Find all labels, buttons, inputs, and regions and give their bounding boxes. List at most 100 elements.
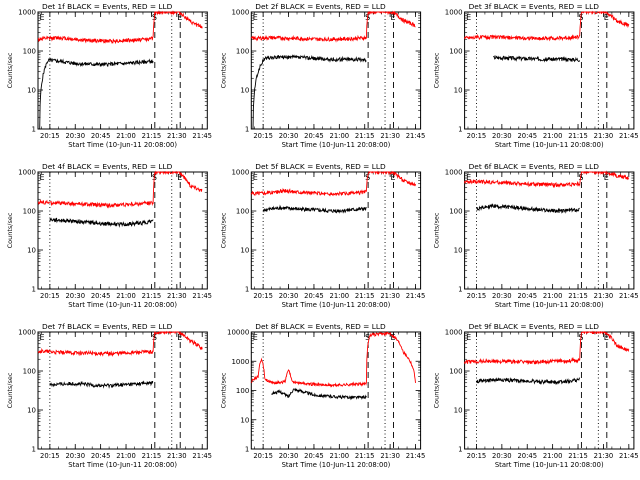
- lld-series-line: [37, 170, 203, 209]
- marker-E-start: E: [466, 13, 471, 22]
- y-tick-label: 100: [449, 48, 462, 56]
- y-tick-label: 100: [23, 48, 36, 56]
- marker-E: E: [604, 13, 609, 22]
- x-tick-label: 21:00: [543, 292, 563, 300]
- chart-panel-4: Det 4f BLACK = Events, RED = LLD 1 10 100 10…: [6, 162, 212, 309]
- chart-title: Det 7f BLACK = Events, RED = LLD: [42, 322, 173, 331]
- x-tick-label: 20:45: [91, 452, 111, 460]
- events-series-line: [476, 377, 581, 386]
- x-tick-label: 20:30: [65, 452, 85, 460]
- y-tick-label: 100: [236, 387, 249, 395]
- x-tick-label: 20:30: [492, 292, 512, 300]
- y-tick-label: 1000: [445, 9, 463, 17]
- y-tick-label: 1000: [231, 169, 249, 177]
- y-tick-label: 10: [454, 87, 463, 95]
- marker-E-start: E: [40, 173, 45, 182]
- y-tick-label: 1: [32, 446, 36, 454]
- x-tick-label: 20:15: [253, 292, 273, 300]
- x-tick-label: 21:00: [116, 132, 136, 140]
- y-tick-label: 1000: [18, 169, 36, 177]
- y-tick-label: 1000: [231, 358, 249, 366]
- y-tick-label: 100: [236, 208, 249, 216]
- x-tick-label: 20:15: [467, 292, 487, 300]
- y-tick-label: 100: [23, 368, 36, 376]
- x-axis-label: Start Time (10-Jun-11 20:08:00): [68, 461, 177, 469]
- events-series-line: [252, 54, 367, 129]
- x-tick-label: 21:15: [568, 132, 588, 140]
- chart-panel-9: Det 9f BLACK = Events, RED = LLD 1 10 100 10…: [433, 322, 639, 469]
- x-tick-label: 20:15: [467, 452, 487, 460]
- x-tick-label: 21:15: [355, 452, 375, 460]
- chart-panel-1: Det 1f BLACK = Events, RED = LLD 1 10 100 10…: [6, 2, 212, 149]
- chart-title: Det 2f BLACK = Events, RED = LLD: [255, 2, 386, 11]
- chart-panel-6: Det 6f BLACK = Events, RED = LLD 1 10 100 10…: [433, 162, 639, 309]
- x-tick-label: 21:30: [594, 132, 614, 140]
- x-tick-label: 21:45: [192, 452, 212, 460]
- chart-panel-2: Det 2f BLACK = Events, RED = LLD 1 10 100 10…: [219, 2, 425, 149]
- y-tick-label: 1000: [18, 329, 36, 337]
- x-tick-label: 21:30: [380, 292, 400, 300]
- y-axis-label: Counts/sec: [6, 372, 14, 408]
- lld-series-line: [250, 170, 416, 197]
- events-series-line: [49, 380, 154, 389]
- x-tick-label: 20:45: [517, 452, 537, 460]
- y-tick-label: 1: [458, 126, 462, 134]
- y-tick-label: 1: [245, 126, 249, 134]
- y-tick-label: 1: [458, 286, 462, 294]
- lld-series-line: [37, 330, 203, 357]
- y-tick-label: 1000: [445, 169, 463, 177]
- x-axis-label: Start Time (10-Jun-11 20:08:00): [282, 461, 391, 469]
- x-tick-label: 21:30: [167, 452, 187, 460]
- y-tick-label: 10: [454, 407, 463, 415]
- x-tick-label: 21:30: [594, 452, 614, 460]
- y-axis-label: Counts/sec: [219, 212, 227, 248]
- lld-series-line: [251, 331, 416, 388]
- marker-E: E: [391, 13, 396, 22]
- marker-E: E: [177, 333, 182, 342]
- x-tick-label: 21:00: [116, 452, 136, 460]
- x-tick-label: 21:00: [116, 292, 136, 300]
- marker-E-start: E: [466, 333, 471, 342]
- marker-S: S: [365, 333, 370, 342]
- x-tick-label: 21:00: [330, 292, 350, 300]
- plot-frame: [464, 11, 635, 130]
- x-tick-label: 20:30: [492, 452, 512, 460]
- x-tick-label: 21:30: [167, 292, 187, 300]
- y-tick-label: 10: [240, 416, 249, 424]
- x-axis-label: Start Time (10-Jun-11 20:08:00): [282, 301, 391, 309]
- events-series-line: [271, 387, 367, 401]
- plot-frame: [250, 171, 422, 290]
- x-tick-label: 20:45: [91, 132, 111, 140]
- chart-title: Det 9f BLACK = Events, RED = LLD: [469, 322, 600, 331]
- chart-panel-7: Det 7f BLACK = Events, RED = LLD 1 10 100 10…: [6, 322, 212, 469]
- x-tick-label: 21:15: [142, 292, 162, 300]
- marker-E: E: [391, 173, 396, 182]
- x-tick-label: 21:15: [568, 452, 588, 460]
- x-axis-label: Start Time (10-Jun-11 20:08:00): [282, 141, 391, 149]
- y-axis-label: Counts/sec: [6, 212, 14, 248]
- x-axis-label: Start Time (10-Jun-11 20:08:00): [495, 461, 604, 469]
- plot-frame: [37, 11, 208, 130]
- marker-E-start: E: [40, 13, 45, 22]
- x-tick-label: 20:15: [40, 292, 60, 300]
- marker-E: E: [391, 333, 396, 342]
- x-axis-label: Start Time (10-Jun-11 20:08:00): [495, 301, 604, 309]
- x-tick-label: 21:30: [167, 132, 187, 140]
- x-tick-label: 21:45: [619, 292, 639, 300]
- x-tick-label: 21:00: [543, 132, 563, 140]
- x-tick-label: 21:00: [543, 452, 563, 460]
- y-axis-label: Counts/sec: [219, 52, 227, 88]
- chart-title: Det 6f BLACK = Events, RED = LLD: [469, 162, 600, 171]
- marker-E-start: E: [253, 13, 258, 22]
- x-tick-label: 21:45: [619, 452, 639, 460]
- x-tick-label: 20:45: [517, 132, 537, 140]
- y-tick-label: 10: [454, 247, 463, 255]
- events-series-line: [49, 217, 154, 228]
- x-tick-label: 20:45: [517, 292, 537, 300]
- y-axis-label: Counts/sec: [433, 52, 441, 88]
- y-axis-label: Counts/sec: [433, 372, 441, 408]
- x-tick-label: 20:30: [279, 452, 299, 460]
- x-tick-label: 20:45: [91, 292, 111, 300]
- y-tick-label: 100: [236, 48, 249, 56]
